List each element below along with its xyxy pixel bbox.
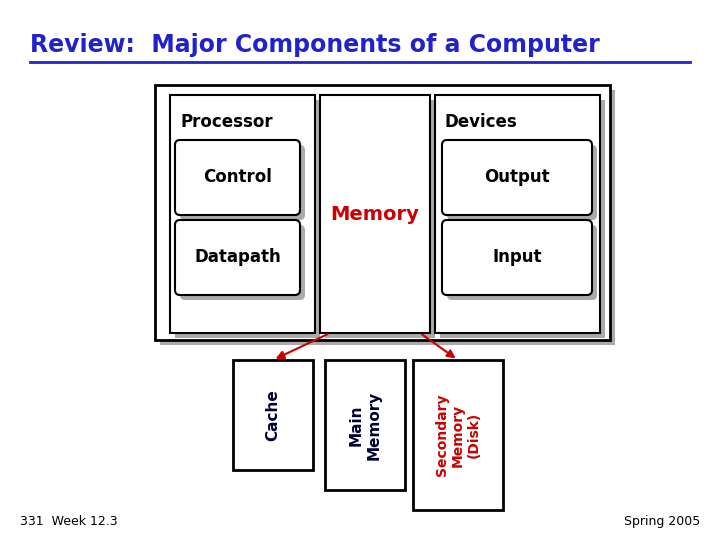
Bar: [175, 100, 320, 338]
Text: Output: Output: [484, 168, 550, 186]
FancyBboxPatch shape: [447, 225, 597, 300]
Bar: [413, 360, 503, 510]
Bar: [325, 100, 435, 338]
Bar: [435, 95, 600, 333]
Bar: [325, 360, 405, 490]
Bar: [160, 90, 615, 345]
Text: Memory: Memory: [330, 205, 420, 224]
Text: Input: Input: [492, 248, 541, 267]
Text: Main
Memory: Main Memory: [348, 390, 381, 460]
FancyBboxPatch shape: [442, 220, 592, 295]
Bar: [440, 100, 605, 338]
Bar: [233, 360, 313, 470]
FancyBboxPatch shape: [180, 145, 305, 220]
Bar: [155, 85, 610, 340]
FancyBboxPatch shape: [442, 140, 592, 215]
FancyBboxPatch shape: [175, 220, 300, 295]
Bar: [170, 95, 315, 333]
Text: Cache: Cache: [266, 389, 281, 441]
Text: Review:  Major Components of a Computer: Review: Major Components of a Computer: [30, 33, 600, 57]
Text: Processor: Processor: [180, 113, 273, 131]
FancyBboxPatch shape: [175, 140, 300, 215]
Text: 331  Week 12.3: 331 Week 12.3: [20, 515, 117, 528]
FancyBboxPatch shape: [180, 225, 305, 300]
Text: Secondary
Memory
(Disk): Secondary Memory (Disk): [435, 394, 481, 476]
Text: Datapath: Datapath: [194, 248, 281, 267]
Bar: [320, 95, 430, 333]
Text: Devices: Devices: [445, 113, 518, 131]
FancyBboxPatch shape: [447, 145, 597, 220]
Text: Spring 2005: Spring 2005: [624, 515, 700, 528]
Text: Control: Control: [203, 168, 272, 186]
